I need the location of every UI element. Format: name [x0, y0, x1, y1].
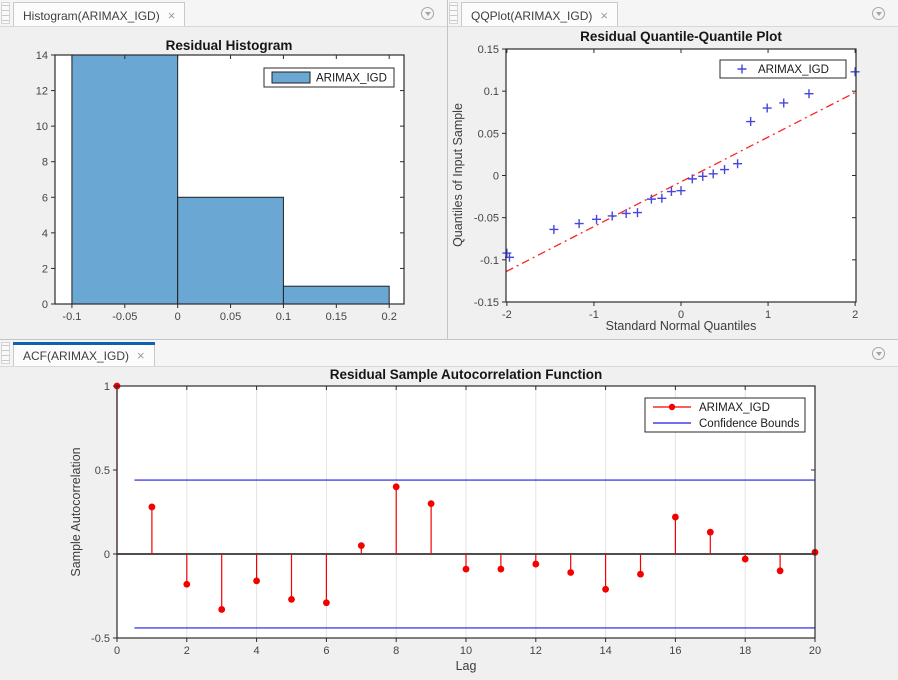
svg-text:16: 16	[669, 645, 681, 657]
svg-text:2: 2	[42, 263, 48, 275]
svg-text:10: 10	[460, 645, 472, 657]
svg-text:-0.1: -0.1	[62, 311, 81, 323]
svg-text:0.15: 0.15	[478, 44, 499, 56]
svg-text:Quantiles of Input Sample: Quantiles of Input Sample	[451, 103, 465, 247]
drag-grip-icon[interactable]	[1, 2, 10, 24]
tab-close-icon[interactable]: ×	[600, 8, 608, 23]
chevron-down-icon	[875, 12, 882, 16]
svg-text:0: 0	[493, 171, 499, 183]
svg-text:Sample Autocorrelation: Sample Autocorrelation	[69, 447, 83, 576]
acf-chart: 0 2 4 6 8 10 12 14 16 18 20 -0.5 0 0.5 1 Residual Sampl…	[69, 367, 821, 673]
svg-text:Confidence Bounds: Confidence Bounds	[699, 418, 800, 430]
svg-text:8: 8	[393, 645, 399, 657]
svg-text:0.05: 0.05	[478, 128, 499, 140]
histogram-tab-bar: Histogram(ARIMAX_IGD) ×	[0, 0, 447, 27]
svg-text:4: 4	[254, 645, 260, 657]
svg-text:4: 4	[42, 228, 48, 240]
svg-text:8: 8	[42, 157, 48, 169]
drag-grip-icon[interactable]	[1, 342, 10, 364]
svg-text:ARIMAX_IGD: ARIMAX_IGD	[316, 73, 387, 85]
svg-text:0.1: 0.1	[276, 311, 291, 323]
svg-text:18: 18	[739, 645, 751, 657]
svg-text:-0.15: -0.15	[474, 297, 499, 309]
chevron-down-icon	[424, 12, 431, 16]
svg-text:ARIMAX_IGD: ARIMAX_IGD	[699, 402, 770, 414]
svg-text:12: 12	[36, 86, 48, 98]
svg-text:Residual Sample Autocorrelatio: Residual Sample Autocorrelation Function	[330, 367, 603, 382]
svg-text:0: 0	[42, 299, 48, 311]
qqplot-figure: -2 -1 0 1 2 -0.15 -0.1 -0.05 0 0.05 0.1 0.15 Residua…	[448, 27, 898, 338]
svg-text:12: 12	[530, 645, 542, 657]
svg-text:0: 0	[175, 311, 181, 323]
svg-text:20: 20	[809, 645, 821, 657]
acf-figure: 0 2 4 6 8 10 12 14 16 18 20 -0.5 0 0.5 1 Residual Sampl…	[0, 367, 898, 680]
qqplot-chart: -2 -1 0 1 2 -0.15 -0.1 -0.05 0 0.05 0.1 0.15 Residua…	[451, 29, 860, 333]
panel-actions-button[interactable]	[872, 7, 885, 20]
svg-text:-0.05: -0.05	[474, 213, 499, 225]
svg-text:1: 1	[765, 309, 771, 321]
acf-tab-bar: ACF(ARIMAX_IGD) ×	[0, 340, 898, 367]
tab-label: QQPlot(ARIMAX_IGD)	[471, 8, 593, 23]
svg-text:-0.05: -0.05	[112, 311, 137, 323]
tab-label: Histogram(ARIMAX_IGD)	[23, 8, 160, 23]
tab-histogram[interactable]: Histogram(ARIMAX_IGD) ×	[13, 2, 186, 26]
panel-qqplot: QQPlot(ARIMAX_IGD) × -2 -1 0 1 2 -0.15 -0.1 -0.…	[448, 0, 898, 340]
svg-text:0.2: 0.2	[382, 311, 397, 323]
svg-text:-0.1: -0.1	[480, 255, 499, 267]
tab-close-icon[interactable]: ×	[137, 348, 145, 363]
panel-histogram: Histogram(ARIMAX_IGD) × -0.1 -0.05 0 0.05 0.…	[0, 0, 448, 340]
histogram-figure: -0.1 -0.05 0 0.05 0.1 0.15 0.2 0 2 4 6 8 10 12 14 Resid…	[0, 27, 447, 338]
histogram-chart: -0.1 -0.05 0 0.05 0.1 0.15 0.2 0 2 4 6 8 10 12 14 Resid…	[36, 38, 405, 323]
tab-acf[interactable]: ACF(ARIMAX_IGD) ×	[13, 342, 155, 366]
svg-text:0.15: 0.15	[326, 311, 347, 323]
chevron-down-icon	[875, 352, 882, 356]
active-tab-indicator	[13, 342, 155, 345]
svg-text:2: 2	[184, 645, 190, 657]
svg-text:14: 14	[599, 645, 611, 657]
drag-grip-icon[interactable]	[449, 2, 458, 24]
svg-text:10: 10	[36, 121, 48, 133]
svg-text:Standard Normal Quantiles: Standard Normal Quantiles	[606, 319, 757, 333]
panel-actions-button[interactable]	[421, 7, 434, 20]
svg-text:-0.5: -0.5	[91, 633, 110, 645]
tab-qqplot[interactable]: QQPlot(ARIMAX_IGD) ×	[461, 2, 618, 26]
svg-text:0.5: 0.5	[95, 465, 110, 477]
svg-text:1: 1	[104, 381, 110, 393]
svg-text:2: 2	[852, 309, 858, 321]
svg-text:0.05: 0.05	[220, 311, 241, 323]
svg-text:6: 6	[42, 192, 48, 204]
tab-label: ACF(ARIMAX_IGD)	[23, 348, 130, 363]
panel-actions-button[interactable]	[872, 347, 885, 360]
svg-text:0: 0	[104, 549, 110, 561]
svg-text:Residual Quantile-Quantile Plo: Residual Quantile-Quantile Plot	[580, 29, 782, 44]
svg-text:6: 6	[323, 645, 329, 657]
svg-text:Residual Histogram: Residual Histogram	[166, 38, 293, 53]
svg-text:14: 14	[36, 50, 48, 62]
svg-text:0.1: 0.1	[484, 86, 499, 98]
svg-text:-1: -1	[589, 309, 599, 321]
svg-text:0: 0	[114, 645, 120, 657]
svg-text:0: 0	[678, 309, 684, 321]
svg-text:-2: -2	[502, 309, 512, 321]
panel-acf: ACF(ARIMAX_IGD) × 0 2 4 6 8 10 12 14 16 18 20 -0.5 0…	[0, 340, 898, 680]
qqplot-tab-bar: QQPlot(ARIMAX_IGD) ×	[448, 0, 898, 27]
svg-text:Lag: Lag	[456, 659, 477, 673]
svg-text:ARIMAX_IGD: ARIMAX_IGD	[758, 64, 829, 76]
tab-close-icon[interactable]: ×	[167, 8, 176, 23]
